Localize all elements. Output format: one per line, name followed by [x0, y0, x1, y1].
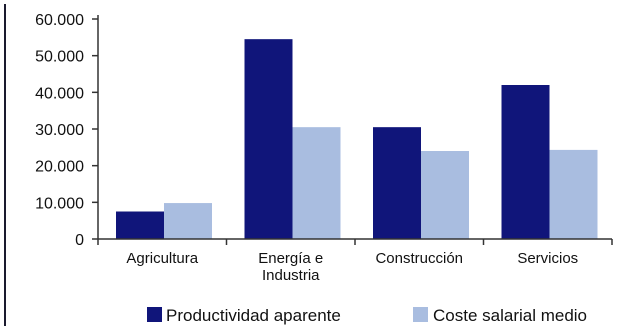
y-tick-label: 30.000	[35, 122, 84, 139]
legend-label-productividad: Productividad aparente	[166, 306, 341, 325]
y-tick-label: 20.000	[35, 159, 84, 176]
bar-productividad	[116, 211, 164, 239]
x-category-label: Construcción	[375, 250, 463, 267]
legend-label-coste: Coste salarial medio	[433, 306, 587, 325]
x-category-label: Agricultura	[126, 250, 198, 267]
y-tick-labels: 0 10.000 20.000 30.000 40.000 50.000 60.000	[35, 12, 84, 249]
y-tick-label: 60.000	[35, 12, 84, 29]
bar-coste	[421, 151, 469, 239]
y-tick-label: 40.000	[35, 85, 84, 102]
x-category-label: Servicios	[517, 250, 578, 267]
x-category-label: Energía e Industria	[258, 250, 323, 284]
bar-coste	[292, 127, 341, 239]
legend-swatch-coste	[413, 307, 428, 322]
y-tick-label: 10.000	[35, 195, 84, 212]
y-tick-label: 50.000	[35, 49, 84, 66]
bar-productividad	[373, 127, 421, 239]
y-axis-ticks	[92, 18, 98, 240]
legend-swatch-productividad	[147, 307, 162, 322]
x-category-labels: Agricultura Energía e Industria Construcció…	[126, 250, 578, 284]
legend: Productividad aparente Coste salarial me…	[147, 306, 587, 325]
bar-coste	[549, 149, 598, 239]
bar-productividad	[244, 39, 293, 239]
y-tick-label: 0	[75, 232, 84, 249]
bar-coste	[164, 203, 212, 239]
x-axis-ticks	[97, 239, 613, 245]
bar-productividad	[501, 85, 550, 239]
bars	[116, 39, 598, 239]
